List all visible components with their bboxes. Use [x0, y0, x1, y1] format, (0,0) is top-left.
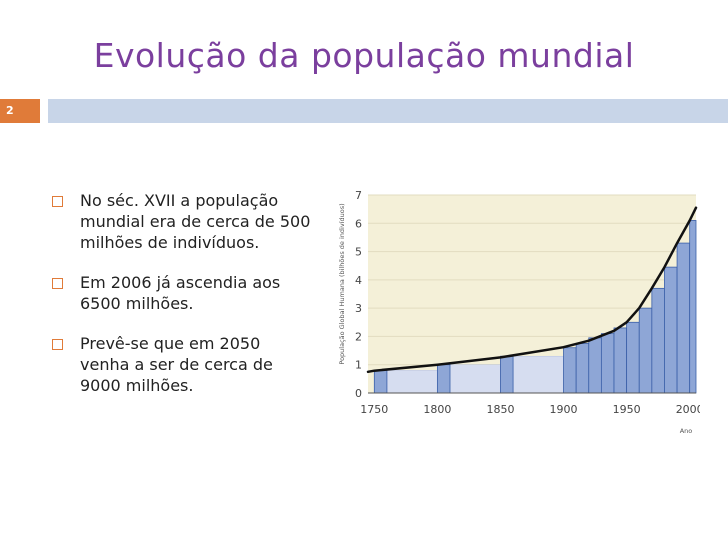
- x-axis-label: Ano: [680, 427, 693, 435]
- square-bullet-icon: [52, 339, 63, 350]
- x-tick-label: 1900: [550, 403, 578, 416]
- square-bullet-icon: [52, 278, 63, 289]
- chart-bar: [689, 220, 697, 394]
- chart-bar: [373, 369, 388, 394]
- slide-number: 2: [0, 99, 40, 123]
- chart-band: [449, 364, 501, 394]
- chart-band: [512, 355, 564, 394]
- x-tick-label: 2000: [676, 403, 700, 416]
- y-tick-label: 4: [355, 274, 362, 287]
- chart-band: [386, 370, 438, 394]
- bullet-list: No séc. XVII a população mundial era de …: [52, 190, 312, 415]
- chart-bar: [563, 347, 577, 394]
- y-axis-label: População Global Humana (bilhões de indi…: [338, 203, 346, 364]
- y-tick-label: 5: [355, 246, 362, 259]
- chart-bar: [500, 355, 514, 394]
- bullet-item: Em 2006 já ascendia aos 6500 milhões.: [52, 272, 312, 314]
- x-tick-label: 1850: [486, 403, 514, 416]
- x-tick-label: 1800: [423, 403, 451, 416]
- y-tick-label: 1: [355, 359, 362, 372]
- title-band: [48, 99, 728, 123]
- chart-bar: [651, 287, 665, 394]
- growth-curve: [366, 206, 698, 374]
- bullet-text: Prevê-se que em 2050 venha a ser de cerc…: [80, 334, 273, 395]
- bullet-text: No séc. XVII a população mundial era de …: [80, 191, 311, 252]
- chart-bar: [575, 343, 590, 394]
- bullet-item: No séc. XVII a população mundial era de …: [52, 190, 312, 253]
- population-chart: 0 1 2 3 4 5 6 7 1750 1800 1850 1900 1950 2000 Populaçã…: [338, 189, 700, 435]
- y-tick-label: 3: [355, 302, 362, 315]
- chart-bar: [664, 266, 678, 394]
- y-tick-label: 0: [355, 387, 362, 400]
- x-tick-label: 1950: [613, 403, 641, 416]
- square-bullet-icon: [52, 196, 63, 207]
- chart-bar: [638, 307, 653, 394]
- y-tick-label: 2: [355, 330, 362, 343]
- chart-bar: [436, 364, 451, 394]
- chart-bar: [676, 242, 691, 394]
- chart-bar: [588, 337, 602, 394]
- x-tick-label: 1750: [360, 403, 388, 416]
- chart-bar: [626, 321, 640, 394]
- bullet-item: Prevê-se que em 2050 venha a ser de cerc…: [52, 333, 312, 396]
- chart-bar: [613, 327, 628, 394]
- y-tick-label: 7: [355, 189, 362, 202]
- chart-bar: [600, 333, 615, 394]
- slide-title: Evolução da população mundial: [93, 36, 635, 75]
- y-tick-label: 6: [355, 217, 362, 230]
- bullet-text: Em 2006 já ascendia aos 6500 milhões.: [80, 273, 281, 313]
